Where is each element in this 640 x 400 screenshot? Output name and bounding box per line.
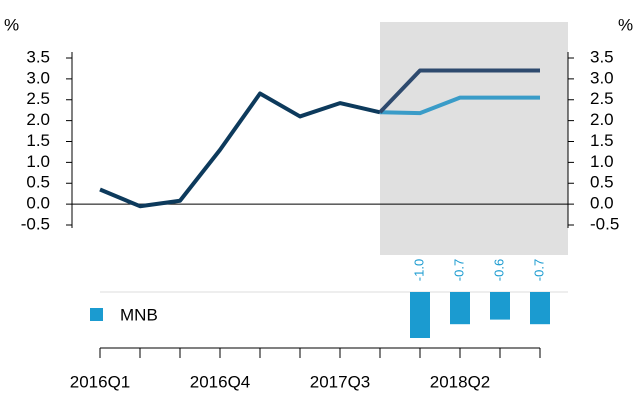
y-tick-label: 3.0 — [26, 68, 50, 87]
bar — [530, 292, 550, 325]
y-tick-label: 2.5 — [26, 89, 50, 108]
y2-tick-label: -0.5 — [590, 214, 619, 233]
forecast-shade — [380, 22, 568, 255]
y2-axis-label: % — [618, 15, 633, 34]
bar-value-label: -0.6 — [491, 259, 506, 281]
y-axis-label: % — [4, 15, 19, 34]
line — [99, 91, 381, 209]
x-tick-label: 2016Q4 — [190, 372, 251, 391]
y-tick-label: 3.5 — [26, 47, 50, 66]
y2-tick-label: 2.5 — [590, 89, 614, 108]
y2-tick-label: 2.0 — [590, 110, 614, 129]
y2-tick-label: 3.0 — [590, 68, 614, 87]
x-tick-label: 2017Q3 — [310, 372, 371, 391]
y2-tick-label: 1.5 — [590, 131, 614, 150]
y2-tick-label: 0.5 — [590, 173, 614, 192]
line — [379, 95, 540, 116]
y-tick-label: 0.5 — [26, 173, 50, 192]
bar-value-label: -1.0 — [411, 259, 426, 281]
x-tick-label: 2018Q2 — [430, 372, 491, 391]
y2-tick-label: 1.0 — [590, 152, 614, 171]
y-tick-label: 0.0 — [26, 194, 50, 213]
bar-value-label: -0.7 — [531, 259, 546, 281]
bar — [490, 292, 510, 320]
x-tick-label: 2016Q1 — [70, 372, 131, 391]
y-tick-label: 1.5 — [26, 131, 50, 150]
legend-label: MNB — [120, 305, 158, 324]
legend-swatch — [90, 308, 103, 321]
bar — [410, 292, 430, 338]
y2-tick-label: 3.5 — [590, 47, 614, 66]
y-tick-label: 1.0 — [26, 152, 50, 171]
bar — [450, 292, 470, 325]
y2-tick-label: 0.0 — [590, 194, 614, 213]
line — [378, 68, 540, 114]
y-tick-label: 2.0 — [26, 110, 50, 129]
y-tick-label: -0.5 — [21, 214, 50, 233]
bar-value-label: -0.7 — [451, 259, 466, 281]
